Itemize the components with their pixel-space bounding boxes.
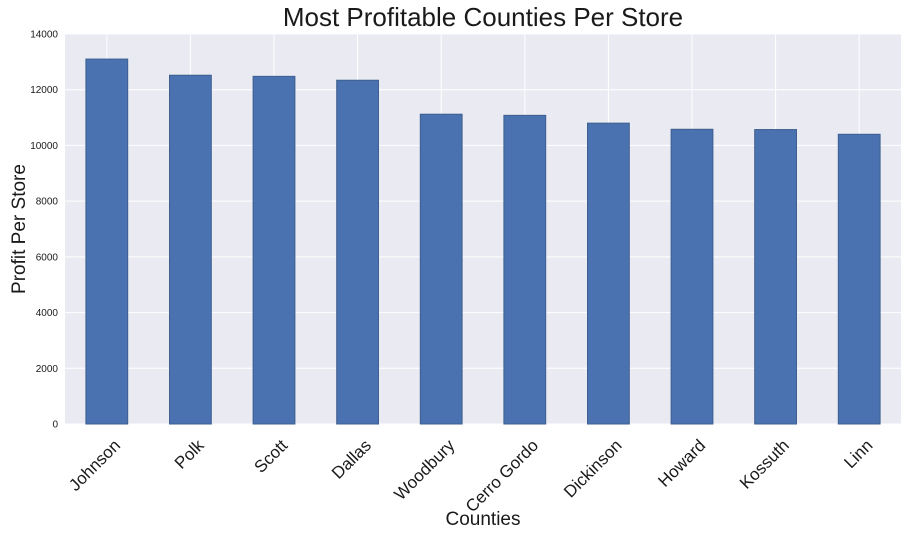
chart-title: Most Profitable Counties Per Store [283,2,683,32]
bar-cerro-gordo [503,114,547,425]
bar-woodbury [419,113,463,425]
y-axis-title: Profit Per Store [9,164,30,294]
bar-howard [670,128,714,425]
x-tick-label: Woodbury [390,436,458,504]
x-tick-label: Scott [250,436,291,477]
y-axis-ticks: 0 2000 4000 6000 8000 10000 12000 14000 [30,30,58,431]
x-axis-title: Counties [446,509,521,530]
bar-polk [169,74,212,425]
bar-linn [837,133,881,425]
x-tick-label: Dallas [328,436,375,483]
y-tick-label: 8000 [36,197,59,208]
x-tick-label: Johnson [65,436,124,495]
bar-scott [252,75,296,425]
x-tick-label: Howard [654,436,709,491]
x-tick-label: Kossuth [736,436,793,493]
x-tick-label: Cerro Gordo [462,436,542,516]
y-tick-label: 12000 [30,85,58,96]
x-axis-ticks: Johnson Polk Scott Dallas Woodbury Cerro Gord… [65,436,876,517]
bars [85,58,881,425]
x-tick-label: Linn [840,436,876,472]
x-tick-label: Polk [171,436,208,473]
y-tick-label: 10000 [30,141,58,152]
bar-johnson [85,58,129,425]
bar-dallas [336,79,380,425]
x-tick-label: Dickinson [560,436,626,502]
bar-kossuth [754,129,798,425]
y-tick-label: 4000 [36,308,59,319]
y-tick-label: 2000 [36,364,59,375]
y-tick-label: 6000 [36,252,59,263]
y-tick-label: 14000 [30,30,58,41]
y-tick-label: 0 [52,420,58,431]
bar-dickinson [587,122,630,425]
